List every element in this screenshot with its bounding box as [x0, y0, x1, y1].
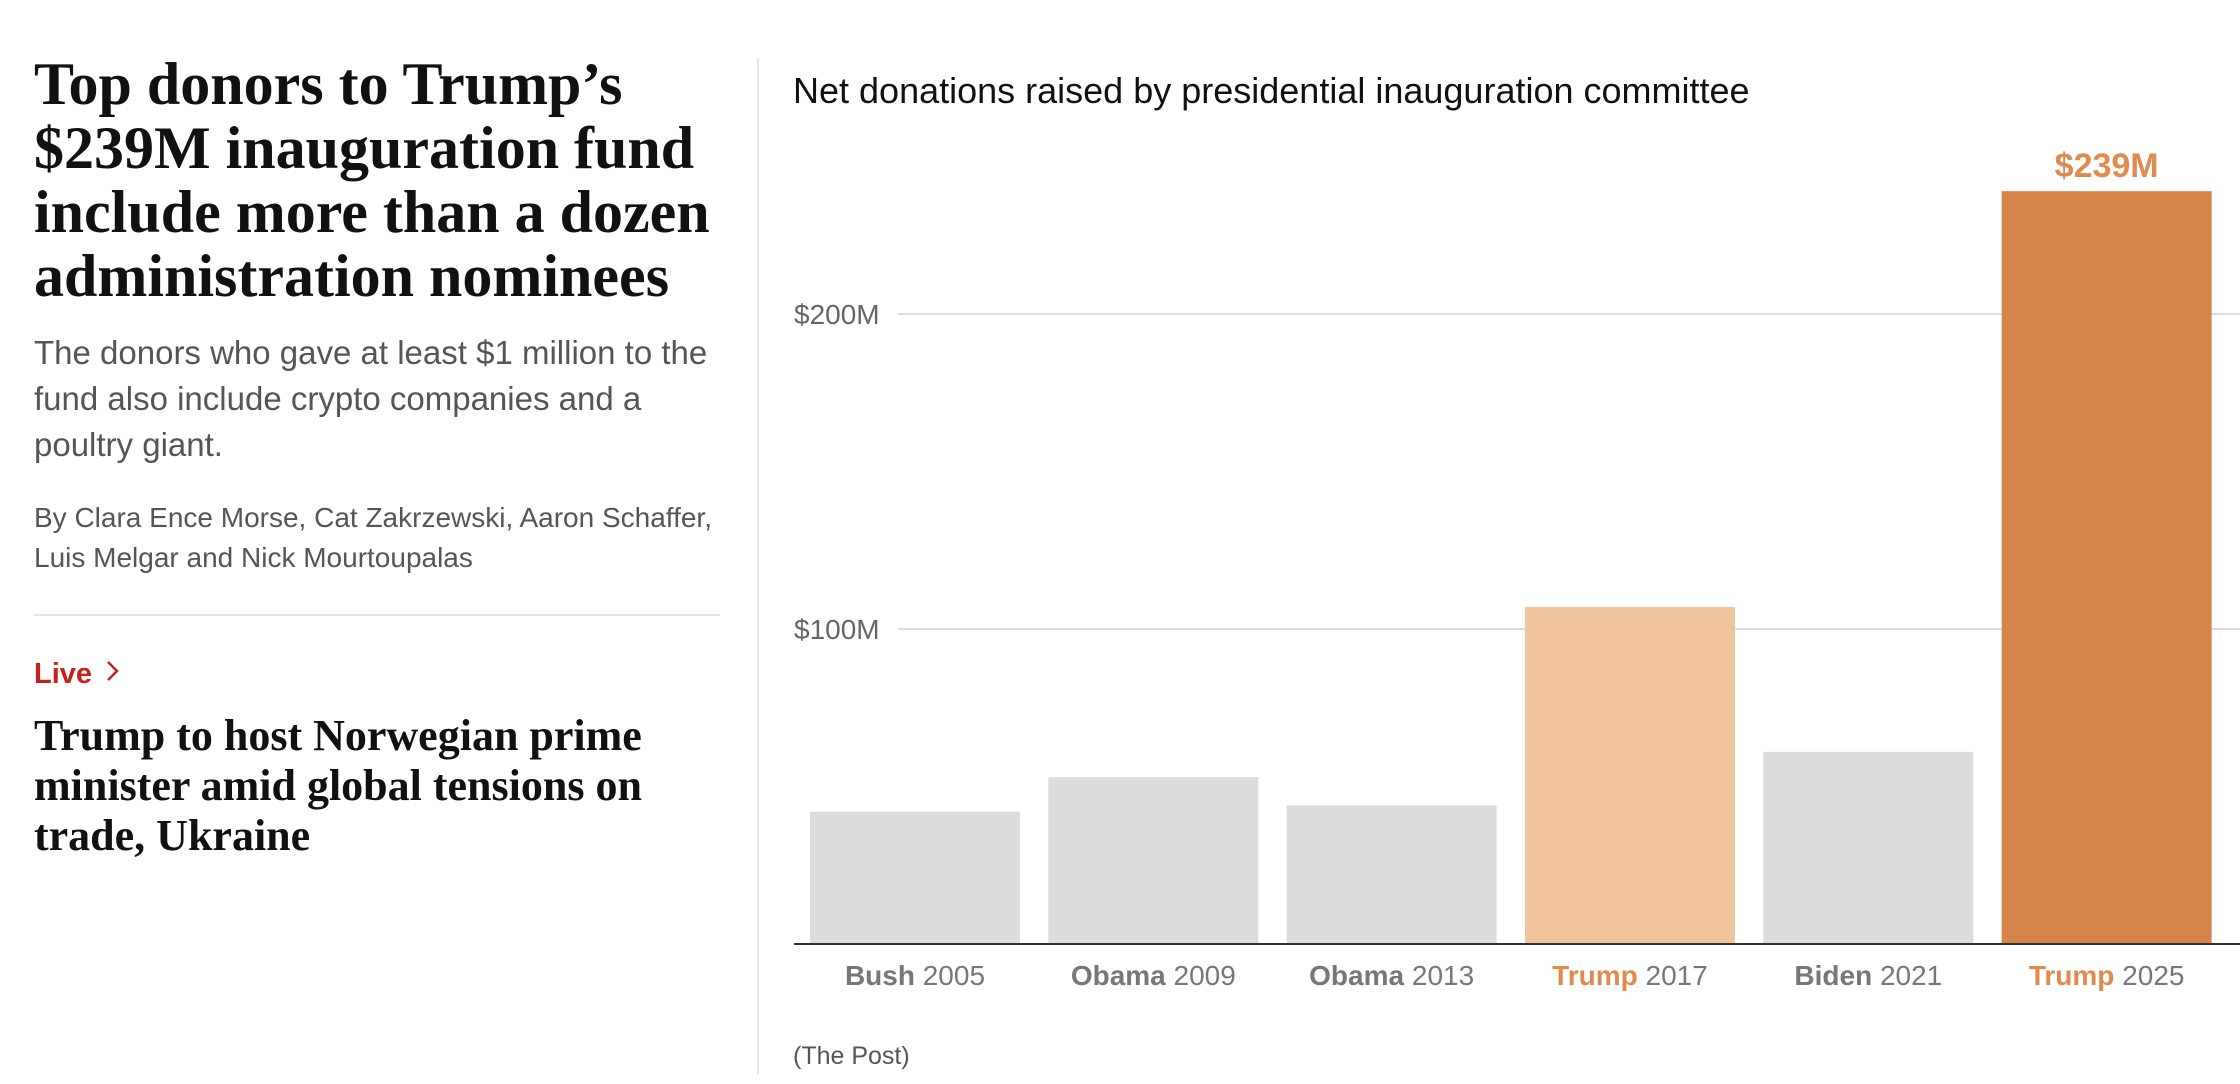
bar [1763, 751, 1974, 944]
x-category-name: Obama [1309, 960, 1404, 991]
x-category-label: Trump 2017 [1552, 960, 1708, 991]
x-category-year: 2013 [1404, 960, 1474, 991]
bar [810, 811, 1020, 944]
article-headline[interactable]: Top donors to Trump’s $239M inauguration… [34, 51, 710, 309]
bar-value-label: $239M [2055, 147, 2159, 185]
article-column: Top donors to Trump’s $239M inauguration… [34, 52, 720, 861]
x-category-name: Bush [845, 960, 915, 991]
y-tick-label: $100M [794, 614, 880, 645]
live-headline-link[interactable]: Trump to host Norwegian prime minister a… [34, 711, 642, 860]
x-category-year: 2009 [1166, 960, 1236, 991]
article-dek: The donors who gave at least $1 million … [34, 334, 708, 463]
bar [1048, 777, 1259, 944]
x-category-year: 2021 [1872, 960, 1942, 991]
x-category-label: Bush 2005 [845, 960, 985, 991]
x-category-label: Trump 2025 [2029, 960, 2185, 991]
x-category-label: Biden 2021 [1794, 960, 1942, 991]
article-byline: By Clara Ence Morse, Cat Zakrzewski, Aar… [34, 502, 712, 573]
bar [1525, 606, 1735, 944]
x-category-name: Trump [1552, 960, 1638, 991]
section-divider [34, 614, 720, 616]
x-category-year: 2017 [1638, 960, 1708, 991]
bar [2001, 191, 2212, 944]
x-category-name: Biden [1794, 960, 1872, 991]
chart-title: Net donations raised by presidential ina… [793, 70, 1750, 111]
live-link[interactable]: Live [34, 658, 122, 691]
column-divider [757, 58, 759, 1074]
live-label: Live [34, 658, 93, 690]
x-category-year: 2025 [2114, 960, 2184, 991]
x-category-name: Obama [1071, 960, 1166, 991]
chart-source: (The Post) [793, 1042, 910, 1070]
x-category-name: Trump [2029, 960, 2115, 991]
x-category-label: Obama 2013 [1309, 960, 1474, 991]
x-category-year: 2005 [915, 960, 985, 991]
x-category-label: Obama 2009 [1071, 960, 1236, 991]
bar [1286, 805, 1497, 944]
y-tick-label: $200M [794, 299, 880, 330]
chevron-right-icon [104, 658, 122, 691]
